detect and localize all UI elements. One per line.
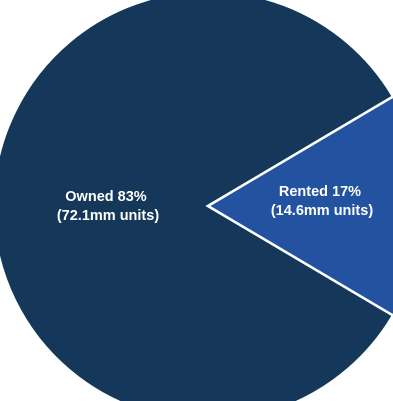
owned-slice-label: Owned 83% (72.1mm units) (57, 189, 159, 224)
rented-label-line1: Rented 17% (279, 184, 361, 200)
rented-slice-label: Rented 17% (14.6mm units) (271, 184, 373, 219)
owned-label-line1: Owned 83% (65, 189, 146, 205)
rented-label-line2: (14.6mm units) (271, 203, 373, 219)
owned-label-line2: (72.1mm units) (57, 208, 159, 224)
pie-labels: Owned 83% (72.1mm units) Rented 17% (14.… (57, 184, 373, 224)
rented-slice (205, 95, 393, 317)
